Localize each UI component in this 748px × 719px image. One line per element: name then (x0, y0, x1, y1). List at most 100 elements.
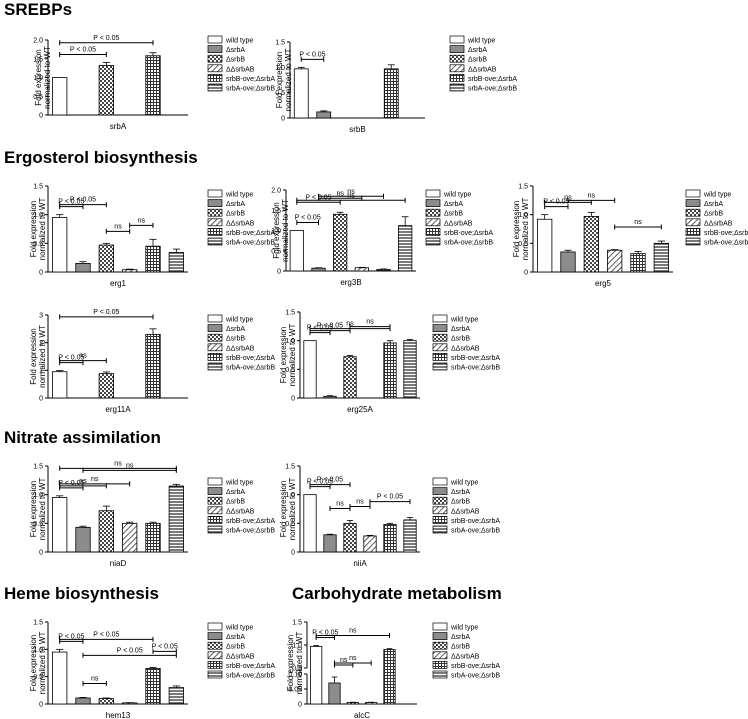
y-tick-label: 0.5 (292, 666, 302, 673)
y-tick-label: 1.0 (33, 212, 43, 219)
legend-swatch (449, 54, 465, 63)
legend-label: wild type (225, 192, 253, 199)
chart-erg5: Fold expressionnormalized to WT 0 0.5 1.0 1.… (512, 184, 748, 289)
legend-swatch (207, 362, 223, 371)
legend-label: srbB-ove;ΔsrbA (226, 518, 275, 525)
bar-erg1-5 (168, 252, 184, 273)
bar-erg25A-0 (303, 340, 317, 399)
legend-swatch (432, 353, 448, 361)
legend-label: srbB-ove;ΔsrbA (451, 518, 500, 525)
legend-label: ΔsrbB (226, 644, 245, 651)
y-tick-label: 0.5 (33, 94, 43, 101)
sig-label: ns (79, 478, 87, 485)
legend-label: ΔsrbB (226, 57, 245, 64)
legend-swatch (685, 208, 701, 217)
x-axis-label: erg5 (595, 279, 612, 288)
y-tick-label: 0.5 (285, 521, 295, 528)
bar-niaD-2 (98, 510, 114, 553)
bar-niiA-5 (403, 519, 417, 553)
legend-label: ΔsrbA (704, 201, 723, 208)
legend-label: ΔΔsrbAB (226, 220, 255, 227)
legend-swatch (432, 314, 448, 323)
y-axis-label: Fold expressionnormalized to WT (286, 632, 304, 695)
y-axis-label-line: Fold expression (275, 52, 284, 108)
legend-label: ΔsrbA (226, 326, 245, 333)
legend-swatch (425, 237, 441, 246)
y-tick-label: 1.5 (271, 208, 281, 215)
y-axis-label-line: normalized to WT (38, 478, 47, 541)
legend-label: ΔsrbA (226, 47, 245, 54)
y-tick-label: 1.5 (292, 620, 302, 627)
y-tick-label: 1.0 (271, 228, 281, 235)
sig-label: P < 0.05 (299, 51, 325, 58)
legend-swatch (207, 54, 223, 63)
legend-label: ΔsrbA (468, 47, 487, 54)
bar-srbA-2 (98, 65, 114, 116)
y-tick-label: 1 (39, 368, 43, 375)
legend-swatch (207, 228, 223, 236)
legend-label: ΔsrbA (451, 326, 470, 333)
bar-erg5-1 (560, 251, 576, 273)
sig-label: P < 0.05 (93, 631, 119, 638)
legend-label: srbA-ove;ΔsrbB (226, 673, 275, 680)
legend-label: wild type (703, 192, 731, 199)
legend-swatch (207, 525, 223, 534)
sig-label: P < 0.05 (312, 629, 338, 636)
y-tick-label: 0 (39, 702, 43, 709)
bar-hem13-4 (145, 668, 161, 705)
sig-label: ns (349, 627, 357, 634)
bar-hem13-0 (52, 651, 68, 705)
sig-label: ns (588, 192, 596, 199)
bar-alcC-2 (346, 702, 359, 705)
y-tick-label: 1.0 (292, 643, 302, 650)
legend-swatch (425, 228, 441, 236)
legend-swatch (432, 324, 448, 332)
legend-swatch (207, 237, 223, 246)
legend-swatch (425, 218, 441, 227)
chart-erg25A: Fold expressionnormalized to WT 0 0.5 1.0 1.… (279, 310, 500, 415)
y-tick-label: 3 (39, 313, 43, 320)
legend-swatch (207, 343, 223, 352)
sig-label: ns (114, 223, 122, 230)
legend-label: srbB-ove;ΔsrbA (226, 76, 275, 83)
legend-label: wild type (450, 480, 478, 487)
bar-srbA-0 (52, 77, 68, 116)
legend-swatch (207, 496, 223, 505)
bar-niiA-0 (303, 494, 317, 553)
sig-label: P < 0.05 (58, 355, 84, 362)
section-title-srebps: SREBPs (4, 0, 73, 19)
legend-label: wild type (225, 625, 253, 632)
y-tick-label: 0.5 (271, 248, 281, 255)
y-tick-label: 2 (39, 340, 43, 347)
legend-label: ΔsrbB (704, 211, 723, 218)
legend-swatch (432, 496, 448, 505)
y-tick-label: 2.0 (33, 38, 43, 45)
legend-swatch (449, 83, 465, 92)
sig-label: ns (356, 498, 364, 505)
bar-alcC-4 (383, 649, 396, 705)
sig-label: ns (634, 219, 642, 226)
bar-hem13-3 (122, 702, 138, 705)
legend-swatch (207, 314, 223, 323)
y-tick-label: 0 (39, 396, 43, 403)
legend-swatch (432, 632, 448, 640)
y-axis-label: Fold expressionnormalized to WT (29, 478, 47, 541)
legend-swatch (432, 525, 448, 534)
sig-label: P < 0.05 (317, 323, 343, 330)
bar-niiA-1 (323, 534, 337, 553)
y-axis-label-line: normalized to WT (38, 198, 47, 261)
y-tick-label: 0 (39, 113, 43, 120)
legend-swatch (207, 477, 223, 486)
bar-erg5-5 (653, 242, 669, 273)
y-tick-label: 1.5 (285, 310, 295, 317)
legend-label: srbA-ove;ΔsrbB (451, 673, 500, 680)
legend-swatch (685, 189, 701, 198)
legend-swatch (207, 83, 223, 92)
y-tick-label: 2.0 (271, 188, 281, 195)
legend-label: srbA-ove;ΔsrbB (226, 528, 275, 535)
sig-label: P < 0.05 (317, 477, 343, 484)
x-axis-label: niiA (353, 559, 367, 568)
legend-swatch (207, 506, 223, 515)
sig-label: ns (126, 462, 134, 469)
legend-label: ΔsrbB (451, 644, 470, 651)
